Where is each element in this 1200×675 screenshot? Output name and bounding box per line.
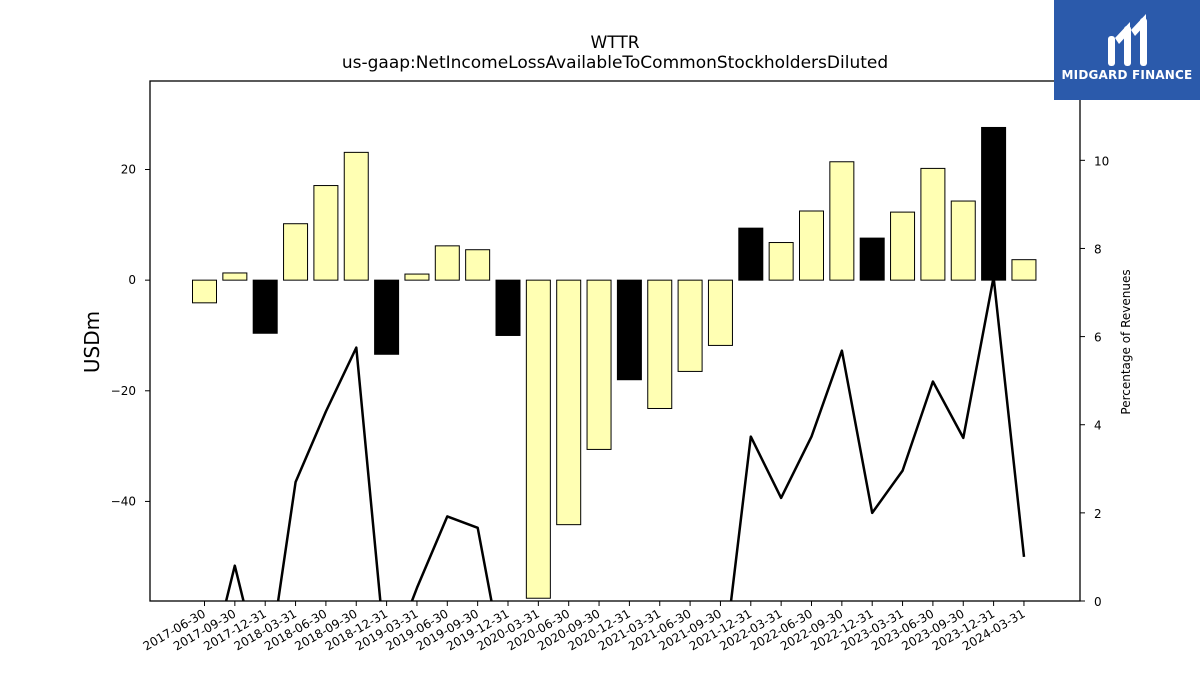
bar-2018-12-31: [374, 279, 400, 355]
bar-2024-03-31: [1011, 259, 1037, 281]
y2-axis-label: Percentage of Revenues: [1119, 269, 1133, 414]
bar-2017-06-30: [192, 279, 217, 304]
bar-2020-06-30: [556, 279, 582, 526]
percentage-line: [224, 275, 1026, 601]
brand-logo: MIDGARD FINANCE: [1054, 0, 1200, 100]
left-axis: −40 −20 0 20: [111, 163, 150, 508]
bar-2018-09-30: [343, 151, 369, 281]
line-layer: [224, 275, 1026, 601]
bar-2017-12-31: [252, 279, 278, 334]
chart-subtitle: us-gaap:NetIncomeLossAvailableToCommonSt…: [342, 53, 888, 73]
plot-frame: [149, 80, 1081, 602]
right-axis: 0 2 4 6 8 10: [1080, 154, 1109, 609]
bar-2023-06-30: [920, 167, 946, 281]
chart-title: WTTR: [590, 33, 639, 53]
y-tick-label: −20: [111, 384, 136, 398]
bar-2021-06-30: [677, 279, 703, 372]
y2-tick-label: 10: [1094, 154, 1109, 168]
bar-2019-09-30: [465, 249, 491, 281]
bar-2023-09-30: [950, 200, 976, 281]
bar-2022-03-31: [768, 242, 794, 281]
y2-tick-label: 6: [1094, 331, 1102, 345]
y2-tick-label: 0: [1094, 595, 1102, 609]
bars-layer: [192, 126, 1037, 599]
bar-2020-12-31: [616, 279, 642, 381]
logo-text: MIDGARD FINANCE: [1061, 68, 1193, 82]
bar-2020-03-31: [525, 279, 551, 599]
y-tick-label: −40: [111, 494, 136, 508]
y-axis-label: USDm: [80, 311, 104, 373]
bar-2022-06-30: [799, 210, 824, 281]
y2-tick-label: 2: [1094, 507, 1102, 521]
bar-2022-09-30: [829, 161, 855, 281]
y2-tick-label: 8: [1094, 242, 1102, 256]
bar-2019-06-30: [434, 245, 460, 281]
bar-2017-09-30: [222, 272, 248, 281]
midgard-logo-icon: [1108, 14, 1147, 66]
bar-2020-09-30: [586, 279, 612, 450]
bar-2019-03-31: [404, 273, 430, 281]
x-axis: 2017-06-302017-09-302017-12-312018-03-31…: [141, 601, 1027, 653]
y-tick-label: 0: [128, 273, 136, 287]
bar-2021-09-30: [707, 279, 733, 346]
bar-2023-03-31: [890, 211, 916, 281]
bar-2022-12-31: [859, 237, 885, 281]
bar-2018-03-31: [283, 223, 309, 281]
y2-tick-label: 4: [1094, 419, 1102, 433]
y-tick-label: 20: [121, 163, 136, 177]
bar-2019-12-31: [495, 279, 521, 336]
bar-2021-03-31: [647, 279, 673, 409]
bar-2021-12-31: [738, 227, 764, 281]
bar-2018-06-30: [313, 185, 339, 281]
bar-2023-12-31: [981, 126, 1007, 281]
